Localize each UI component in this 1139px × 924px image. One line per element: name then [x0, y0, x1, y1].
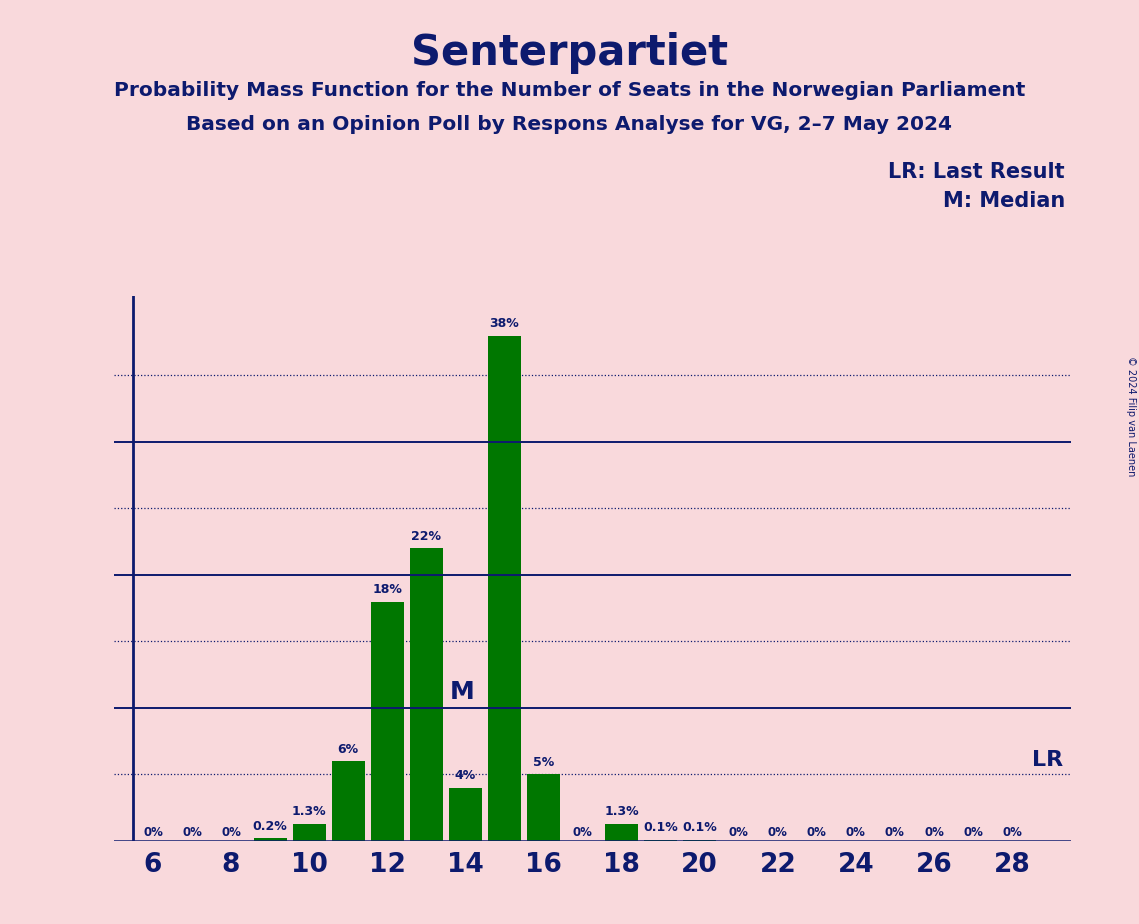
Text: 0%: 0% [182, 826, 202, 839]
Bar [370, 602, 404, 841]
Bar [293, 823, 326, 841]
Text: 0%: 0% [885, 826, 904, 839]
Text: 0.2%: 0.2% [253, 820, 287, 833]
Text: Based on an Opinion Poll by Respons Analyse for VG, 2–7 May 2024: Based on an Opinion Poll by Respons Anal… [187, 115, 952, 134]
Text: 0%: 0% [1002, 826, 1022, 839]
Text: 0%: 0% [846, 826, 866, 839]
Bar [683, 840, 716, 841]
Text: 0%: 0% [573, 826, 592, 839]
Text: © 2024 Filip van Laenen: © 2024 Filip van Laenen [1126, 356, 1136, 476]
Bar [644, 840, 678, 841]
Text: 0.1%: 0.1% [682, 821, 718, 834]
Text: 22%: 22% [411, 530, 441, 543]
Text: Probability Mass Function for the Number of Seats in the Norwegian Parliament: Probability Mass Function for the Number… [114, 81, 1025, 101]
Text: 6%: 6% [337, 743, 359, 756]
Bar [605, 823, 638, 841]
Text: M: M [450, 680, 475, 704]
Text: 0%: 0% [924, 826, 944, 839]
Bar [527, 774, 560, 841]
Text: 0%: 0% [964, 826, 983, 839]
Text: 0%: 0% [806, 826, 827, 839]
Text: Senterpartiet: Senterpartiet [411, 32, 728, 74]
Text: 0%: 0% [768, 826, 788, 839]
Text: 5%: 5% [533, 756, 554, 769]
Text: 1.3%: 1.3% [605, 805, 639, 819]
Text: M: Median: M: Median [943, 191, 1065, 212]
Text: 0%: 0% [144, 826, 163, 839]
Text: LR: Last Result: LR: Last Result [888, 162, 1065, 182]
Bar [449, 787, 482, 841]
Text: 0%: 0% [729, 826, 748, 839]
Text: 4%: 4% [454, 770, 476, 783]
Text: 0.1%: 0.1% [644, 821, 678, 834]
Text: 1.3%: 1.3% [292, 805, 327, 819]
Text: 38%: 38% [490, 317, 519, 330]
Bar [410, 548, 443, 841]
Bar [254, 838, 287, 841]
Bar [487, 335, 521, 841]
Text: LR: LR [1032, 750, 1063, 771]
Text: 0%: 0% [221, 826, 241, 839]
Bar [331, 761, 364, 841]
Text: 18%: 18% [372, 583, 402, 596]
